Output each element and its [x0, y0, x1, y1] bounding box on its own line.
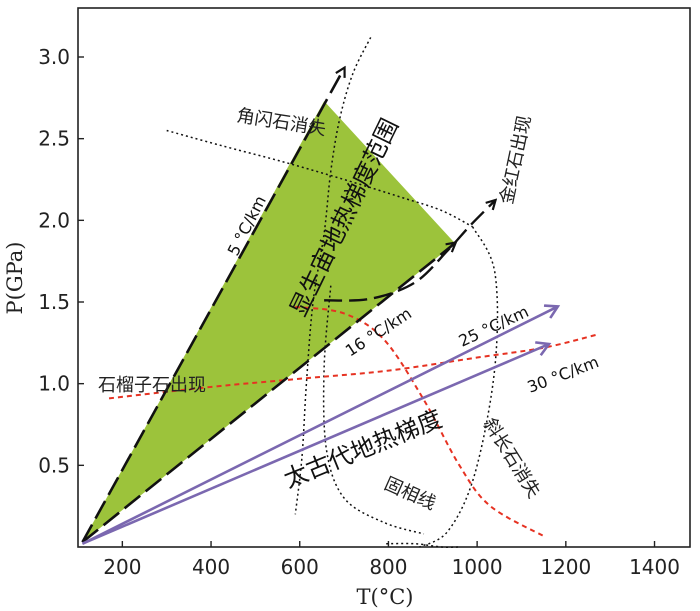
y-tick-label-2-5: 2.5	[38, 127, 70, 151]
plot-frame	[77, 7, 691, 548]
label-amphibole-out: 角闪石消失	[235, 105, 327, 140]
y-axis-title: P(GPa)	[3, 242, 27, 315]
x-tick-label-800: 800	[369, 555, 407, 579]
region-polygon-0	[82, 101, 455, 543]
x-tick-label-1200: 1200	[540, 555, 591, 579]
label-rutile-in: 金红石出现	[496, 114, 535, 206]
gradient-line-3	[81, 344, 548, 545]
axis-ticks: 200 400 600 800 1000 1200 1400 0.5 1.0 1.5 2.0 2.5 3…	[38, 45, 680, 579]
y-tick-label-0-5: 0.5	[38, 453, 70, 477]
y-tick-label-1-5: 1.5	[38, 290, 70, 314]
y-tick-label-1-0: 1.0	[38, 372, 70, 396]
gradient-line-2	[81, 307, 557, 545]
label-solidus: 固相线	[381, 473, 439, 514]
gradient-line-0	[81, 68, 344, 543]
reaction-curve-5	[324, 201, 495, 302]
reaction-curve-7	[295, 305, 547, 539]
x-tick-label-600: 600	[281, 555, 319, 579]
y-tick-label-2-0: 2.0	[38, 208, 70, 232]
reaction-curve-4	[386, 542, 460, 548]
y-tick-label-3-0: 3.0	[38, 45, 70, 69]
reaction-curve-2	[419, 226, 499, 548]
label-30-c-km: 30 °C/km	[525, 352, 602, 397]
label-plagioclase-out: 斜长石消失	[479, 415, 545, 502]
x-tick-label-400: 400	[192, 555, 230, 579]
reaction-curve-1	[166, 129, 474, 228]
x-tick-label-1000: 1000	[452, 555, 503, 579]
x-tick-label-200: 200	[103, 555, 141, 579]
x-tick-label-1400: 1400	[629, 555, 680, 579]
x-axis-title: T(°C)	[357, 585, 414, 609]
phanerozoic-region	[82, 101, 455, 543]
gradient-lines	[81, 68, 557, 545]
label-garnet-in: 石榴子石出现	[98, 375, 206, 396]
